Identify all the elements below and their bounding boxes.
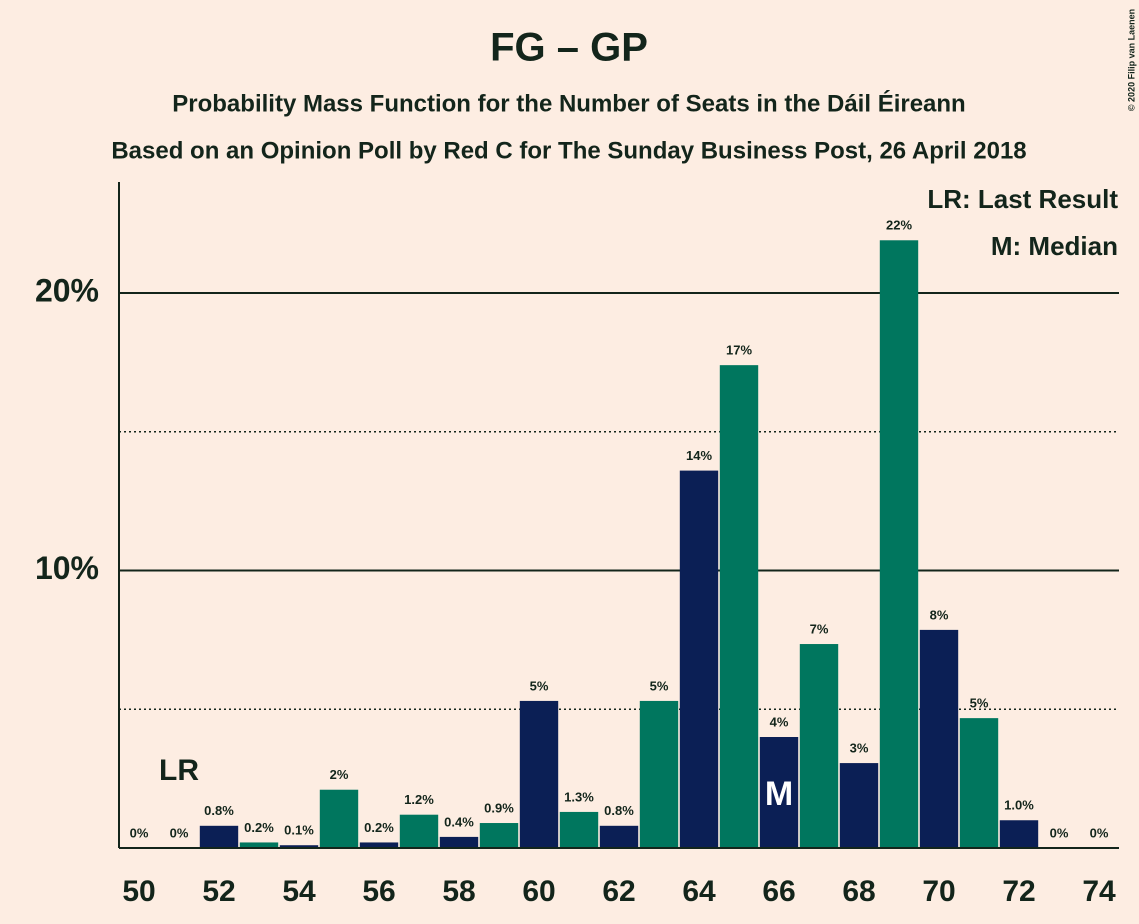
x-tick-label: 52 [202, 875, 235, 908]
value-label: 5% [650, 678, 669, 693]
bar [519, 700, 559, 848]
copyright: © 2020 Filip van Laenen [1126, 9, 1136, 111]
x-tick-label: 66 [762, 875, 795, 908]
bar [879, 240, 919, 848]
bar [759, 737, 799, 848]
value-label: 0.1% [284, 823, 314, 838]
x-tick-label: 56 [362, 875, 395, 908]
bar [799, 644, 839, 848]
bar [679, 470, 719, 848]
bar [199, 825, 239, 848]
value-label: 1.2% [404, 792, 434, 807]
value-label: 0% [1050, 825, 1069, 840]
value-label: 0% [130, 825, 149, 840]
annotation: M [765, 775, 793, 813]
chart-subtitle: Probability Mass Function for the Number… [172, 89, 965, 117]
bar [599, 825, 639, 848]
x-tick-label: 54 [282, 875, 316, 908]
bar [959, 718, 999, 848]
x-tick-label: 74 [1082, 875, 1116, 908]
legend-entry: LR: Last Result [927, 184, 1118, 214]
x-tick-label: 62 [602, 875, 635, 908]
value-label: 2% [330, 767, 349, 782]
annotation: LR [159, 754, 199, 787]
bar [319, 789, 359, 848]
value-label: 0.8% [204, 803, 234, 818]
value-label: 8% [930, 607, 949, 622]
x-tick-label: 58 [442, 875, 475, 908]
value-label: 0.2% [364, 820, 394, 835]
value-label: 1.0% [1004, 798, 1034, 813]
value-label: 0.4% [444, 814, 474, 829]
value-label: 0.2% [244, 820, 274, 835]
bar [719, 365, 759, 848]
bar [839, 763, 879, 848]
x-tick-label: 60 [522, 875, 555, 908]
bar [479, 823, 519, 848]
value-label: 4% [770, 714, 789, 729]
x-tick-label: 70 [922, 875, 955, 908]
value-label: 0% [170, 825, 189, 840]
bar [999, 820, 1039, 848]
bar [359, 842, 399, 848]
value-label: 3% [850, 741, 869, 756]
value-label: 5% [970, 696, 989, 711]
x-tick-label: 64 [682, 875, 716, 908]
x-tick-label: 50 [122, 875, 155, 908]
bar [919, 629, 959, 848]
x-tick-label: 68 [842, 875, 875, 908]
bar [559, 811, 599, 848]
y-tick-label: 20% [35, 272, 99, 308]
value-label: 0% [1090, 825, 1109, 840]
value-label: 5% [530, 678, 549, 693]
value-label: 0.9% [484, 800, 514, 815]
value-label: 14% [686, 448, 712, 463]
chart-subtitle: Based on an Opinion Poll by Red C for Th… [111, 137, 1026, 164]
bar [439, 836, 479, 848]
bar [279, 845, 319, 848]
legend-entry: M: Median [991, 231, 1118, 261]
bar [639, 700, 679, 848]
value-label: 0.8% [604, 803, 634, 818]
value-label: 17% [726, 343, 752, 358]
value-label: 1.3% [564, 789, 594, 804]
bar [399, 814, 439, 848]
x-tick-label: 72 [1002, 875, 1035, 908]
bar [239, 842, 279, 848]
value-label: 7% [810, 621, 829, 636]
value-label: 22% [886, 218, 912, 233]
y-tick-label: 10% [35, 550, 99, 586]
chart-title: FG – GP [490, 26, 648, 70]
